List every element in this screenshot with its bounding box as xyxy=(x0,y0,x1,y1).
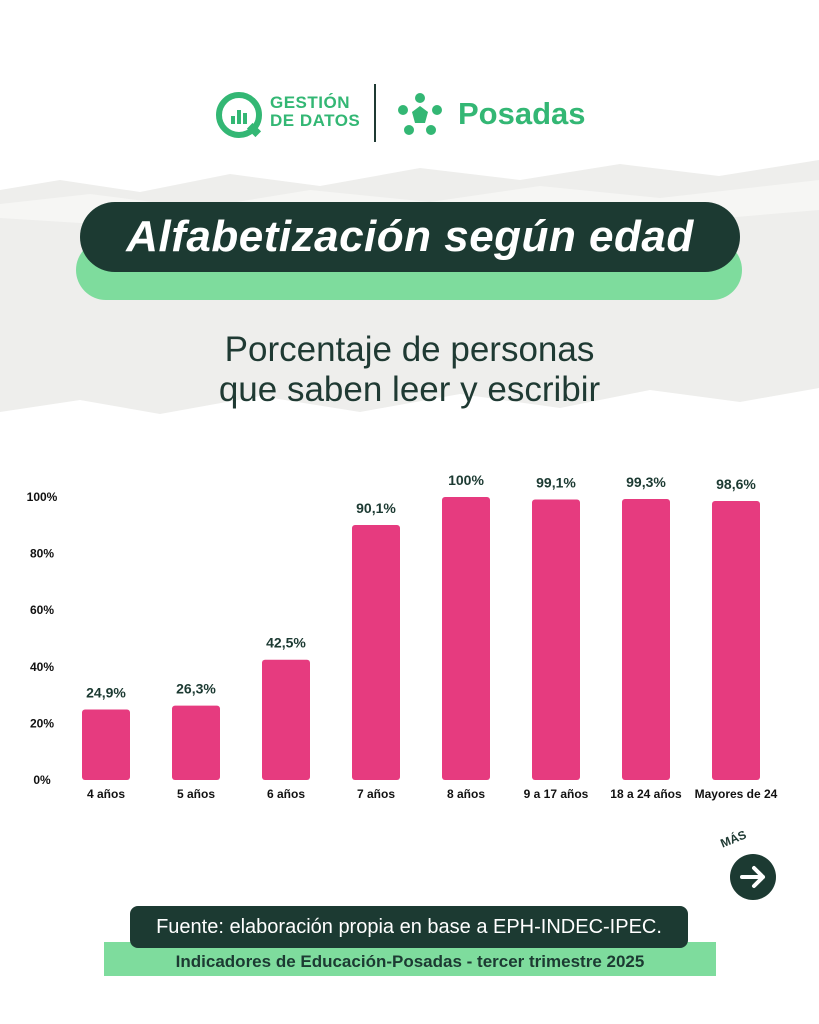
more-label: MÁS xyxy=(718,827,749,851)
arrow-right-icon xyxy=(740,866,765,888)
posadas-wordmark: Posadas xyxy=(458,96,586,131)
chart-subtitle: Porcentaje de personas que saben leer y … xyxy=(0,330,819,410)
source-note: Fuente: elaboración propia en base a EPH… xyxy=(130,906,688,948)
category-label: 18 a 24 años xyxy=(610,787,682,801)
y-tick-label: 60% xyxy=(30,603,54,617)
gestion-datos-logo-icon xyxy=(216,92,262,138)
y-tick-label: 100% xyxy=(27,490,58,504)
page-title: Alfabetización según edad xyxy=(126,212,694,261)
bar-chart-svg: 0% 20% 40% 60% 80% 100% 24,9% 4 años 26,3% 5 años… xyxy=(27,472,778,801)
category-label: 5 años xyxy=(177,787,215,801)
category-label: 4 años xyxy=(87,787,125,801)
bar xyxy=(712,500,760,780)
more-control[interactable]: MÁS xyxy=(716,826,786,900)
bar xyxy=(82,709,130,780)
header-divider xyxy=(374,84,376,142)
value-label: 99,1% xyxy=(536,475,576,491)
bar xyxy=(622,498,670,780)
gestion-datos-wordmark: GESTIÓN DE DATOS xyxy=(270,94,360,130)
gestion-line1: GESTIÓN xyxy=(270,93,351,112)
value-label: 100% xyxy=(448,472,484,488)
bar xyxy=(172,705,220,780)
bar xyxy=(262,659,310,780)
category-label: Mayores de 24 xyxy=(695,787,778,801)
category-label: 6 años xyxy=(267,787,305,801)
title-pill xyxy=(80,202,740,272)
category-label: 7 años xyxy=(357,787,395,801)
bar xyxy=(442,497,490,780)
value-label: 98,6% xyxy=(716,476,756,492)
y-tick-label: 20% xyxy=(30,716,54,730)
value-label: 99,3% xyxy=(626,474,666,490)
title-banner: Alfabetización según edad xyxy=(76,196,744,308)
subtitle-line2: que saben leer y escribir xyxy=(218,370,601,409)
y-tick-label: 40% xyxy=(30,660,54,674)
subtitle-line1: Porcentaje de personas xyxy=(224,330,595,369)
y-tick-label: 0% xyxy=(33,773,51,787)
value-label: 24,9% xyxy=(86,685,126,701)
posadas-logo-icon xyxy=(398,93,442,135)
value-label: 42,5% xyxy=(266,635,306,651)
bar xyxy=(532,499,580,780)
next-button[interactable] xyxy=(730,854,776,900)
category-label: 8 años xyxy=(447,787,485,801)
bar-chart: 0% 20% 40% 60% 80% 100% 24,9% 4 años 26,3% 5 años… xyxy=(0,450,819,820)
value-label: 26,3% xyxy=(176,681,216,697)
bar xyxy=(352,525,400,780)
gestion-line2: DE DATOS xyxy=(270,111,361,130)
value-label: 90,1% xyxy=(356,500,396,516)
y-tick-label: 80% xyxy=(30,547,54,561)
category-label: 9 a 17 años xyxy=(524,787,589,801)
header: GESTIÓN DE DATOS Posadas xyxy=(214,84,614,144)
